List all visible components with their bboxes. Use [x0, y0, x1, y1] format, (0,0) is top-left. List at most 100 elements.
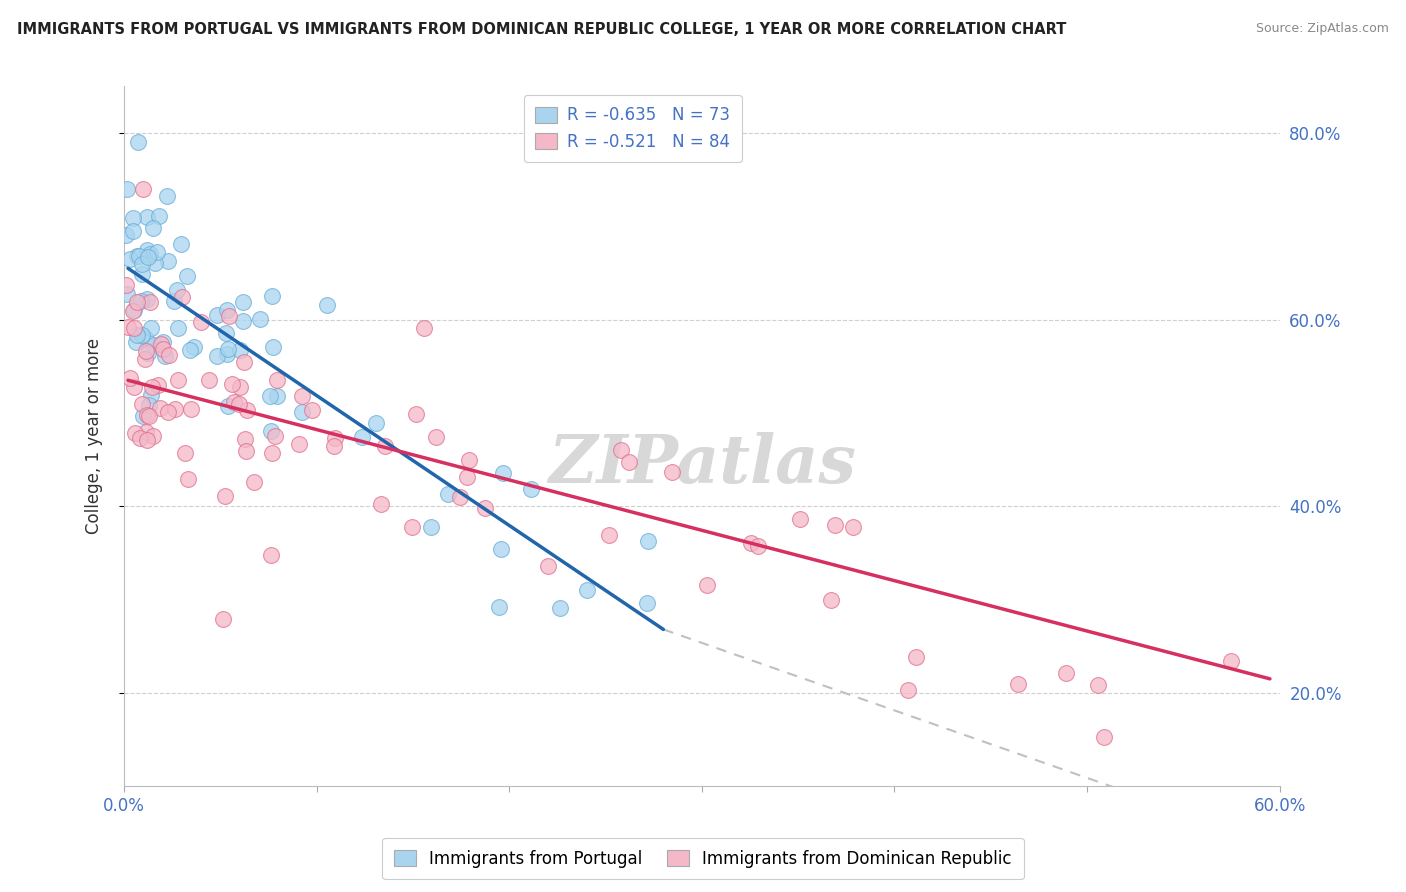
Point — [131, 256, 153, 270]
Text: ZIPatlas: ZIPatlas — [548, 432, 856, 497]
Point — [401, 520, 423, 534]
Point — [142, 338, 165, 352]
Legend: Immigrants from Portugal, Immigrants from Dominican Republic: Immigrants from Portugal, Immigrants fro… — [382, 838, 1024, 880]
Point — [139, 247, 162, 261]
Point — [288, 437, 311, 451]
Point — [132, 182, 155, 196]
Point — [637, 533, 659, 548]
Point — [696, 578, 718, 592]
Point — [217, 347, 239, 361]
Point — [136, 244, 159, 258]
Point — [449, 491, 471, 505]
Point — [125, 327, 148, 342]
Point — [128, 431, 150, 445]
Point — [125, 294, 148, 309]
Point — [167, 373, 190, 387]
Legend: R = -0.635   N = 73, R = -0.521   N = 84: R = -0.635 N = 73, R = -0.521 N = 84 — [523, 95, 741, 162]
Point — [166, 321, 188, 335]
Point — [136, 409, 159, 423]
Point — [260, 289, 283, 303]
Point — [115, 277, 138, 292]
Point — [291, 405, 314, 419]
Point — [155, 349, 177, 363]
Text: IMMIGRANTS FROM PORTUGAL VS IMMIGRANTS FROM DOMINICAN REPUBLIC COLLEGE, 1 YEAR O: IMMIGRANTS FROM PORTUGAL VS IMMIGRANTS F… — [17, 22, 1066, 37]
Point — [405, 407, 427, 421]
Point — [183, 340, 205, 354]
Point — [146, 245, 169, 260]
Point — [128, 249, 150, 263]
Point — [897, 682, 920, 697]
Point — [262, 446, 284, 460]
Point — [142, 220, 165, 235]
Point — [118, 371, 141, 385]
Point — [789, 512, 811, 526]
Point — [316, 297, 339, 311]
Point — [212, 612, 235, 626]
Point — [125, 334, 148, 349]
Point — [148, 401, 170, 416]
Point — [146, 377, 169, 392]
Point — [139, 388, 162, 402]
Point — [117, 319, 139, 334]
Point — [519, 482, 541, 496]
Point — [139, 294, 162, 309]
Point — [115, 287, 138, 301]
Point — [232, 355, 254, 369]
Point — [115, 182, 138, 196]
Point — [301, 402, 323, 417]
Point — [129, 293, 152, 308]
Point — [131, 397, 153, 411]
Point — [118, 252, 141, 266]
Point — [425, 430, 447, 444]
Point — [166, 283, 188, 297]
Point — [214, 489, 236, 503]
Point — [156, 253, 179, 268]
Point — [152, 335, 174, 350]
Point — [217, 399, 239, 413]
Point — [163, 401, 186, 416]
Point — [121, 304, 143, 318]
Point — [233, 432, 256, 446]
Point — [127, 136, 149, 150]
Point — [136, 433, 159, 447]
Point — [138, 346, 160, 360]
Point — [228, 343, 250, 357]
Point — [169, 237, 191, 252]
Point — [179, 343, 201, 358]
Point — [141, 380, 163, 394]
Point — [143, 256, 166, 270]
Point — [150, 337, 173, 351]
Point — [135, 332, 157, 346]
Point — [419, 520, 441, 534]
Point — [131, 268, 153, 282]
Point — [242, 475, 264, 490]
Point — [266, 373, 288, 387]
Point — [135, 344, 157, 359]
Point — [122, 224, 145, 238]
Point — [134, 352, 156, 367]
Point — [177, 472, 200, 486]
Point — [127, 249, 149, 263]
Point — [221, 376, 243, 391]
Point — [266, 389, 288, 403]
Point — [458, 452, 481, 467]
Point — [136, 250, 159, 264]
Point — [842, 520, 865, 534]
Point — [548, 600, 571, 615]
Point — [536, 558, 558, 573]
Point — [172, 290, 194, 304]
Point — [260, 425, 283, 439]
Point — [152, 342, 174, 356]
Point — [249, 311, 271, 326]
Point — [218, 310, 240, 324]
Point — [456, 470, 478, 484]
Point — [370, 497, 392, 511]
Point — [136, 210, 159, 224]
Point — [259, 388, 281, 402]
Point — [1092, 730, 1115, 744]
Point — [228, 397, 250, 411]
Point — [904, 649, 927, 664]
Point — [232, 314, 254, 328]
Point — [217, 342, 239, 356]
Point — [136, 292, 159, 306]
